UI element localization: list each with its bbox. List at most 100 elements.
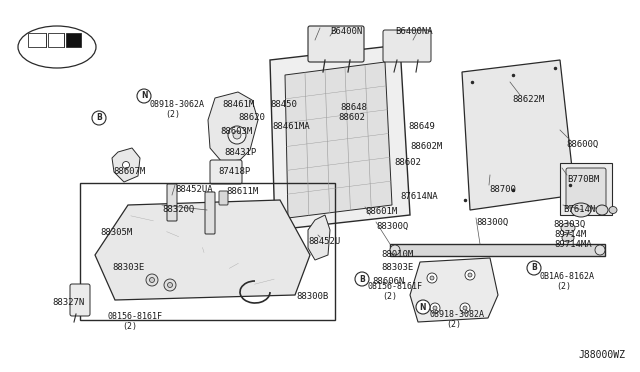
Text: 88303E: 88303E bbox=[381, 263, 413, 272]
FancyBboxPatch shape bbox=[560, 163, 612, 215]
Text: 88303Q: 88303Q bbox=[553, 220, 585, 229]
Ellipse shape bbox=[465, 270, 475, 280]
FancyBboxPatch shape bbox=[383, 30, 431, 62]
Text: 88452U: 88452U bbox=[308, 237, 340, 246]
Text: 88602: 88602 bbox=[394, 158, 421, 167]
Circle shape bbox=[416, 300, 430, 314]
Text: B7614N: B7614N bbox=[563, 205, 595, 214]
Text: 88606N: 88606N bbox=[372, 277, 404, 286]
Text: 0B1A6-8162A: 0B1A6-8162A bbox=[539, 272, 594, 281]
Circle shape bbox=[137, 89, 151, 103]
FancyBboxPatch shape bbox=[219, 191, 228, 205]
Text: 88700: 88700 bbox=[489, 185, 516, 194]
FancyBboxPatch shape bbox=[167, 184, 177, 221]
Text: 88611M: 88611M bbox=[226, 187, 259, 196]
Text: 88602M: 88602M bbox=[410, 142, 442, 151]
Text: 89714M: 89714M bbox=[554, 230, 586, 239]
Text: 08156-8161F: 08156-8161F bbox=[108, 312, 163, 321]
Ellipse shape bbox=[228, 126, 246, 144]
Text: B: B bbox=[531, 263, 537, 273]
Ellipse shape bbox=[433, 306, 437, 310]
Ellipse shape bbox=[164, 279, 176, 291]
Ellipse shape bbox=[18, 26, 96, 68]
Ellipse shape bbox=[609, 206, 617, 214]
Text: B6400N: B6400N bbox=[330, 27, 362, 36]
FancyBboxPatch shape bbox=[210, 160, 242, 184]
Text: 88622M: 88622M bbox=[512, 95, 544, 104]
Text: B: B bbox=[96, 113, 102, 122]
Polygon shape bbox=[462, 60, 575, 210]
Polygon shape bbox=[95, 200, 310, 300]
Text: 08918-3062A: 08918-3062A bbox=[149, 100, 204, 109]
Text: 88461M: 88461M bbox=[222, 100, 254, 109]
Ellipse shape bbox=[460, 303, 470, 313]
FancyBboxPatch shape bbox=[28, 33, 46, 47]
Text: 88305M: 88305M bbox=[100, 228, 132, 237]
Text: (2): (2) bbox=[165, 110, 180, 119]
Ellipse shape bbox=[595, 245, 605, 255]
Text: 08156-8161F: 08156-8161F bbox=[367, 282, 422, 291]
Text: 88649: 88649 bbox=[408, 122, 435, 131]
Circle shape bbox=[92, 111, 106, 125]
Text: 88300Q: 88300Q bbox=[476, 218, 508, 227]
Ellipse shape bbox=[122, 161, 129, 169]
Text: 87614NA: 87614NA bbox=[400, 192, 438, 201]
Ellipse shape bbox=[463, 306, 467, 310]
Text: 88320Q: 88320Q bbox=[162, 205, 195, 214]
Ellipse shape bbox=[596, 205, 608, 215]
Ellipse shape bbox=[430, 303, 440, 313]
FancyBboxPatch shape bbox=[566, 168, 606, 208]
Text: N: N bbox=[141, 92, 147, 100]
Polygon shape bbox=[270, 45, 410, 230]
Text: 88648: 88648 bbox=[340, 103, 367, 112]
Circle shape bbox=[355, 272, 369, 286]
Text: 88602: 88602 bbox=[338, 113, 365, 122]
Text: 88327N: 88327N bbox=[52, 298, 84, 307]
Ellipse shape bbox=[150, 278, 154, 282]
FancyBboxPatch shape bbox=[66, 33, 81, 47]
Polygon shape bbox=[308, 215, 330, 260]
Ellipse shape bbox=[430, 276, 434, 280]
Text: 87418P: 87418P bbox=[218, 167, 250, 176]
Text: 89714MA: 89714MA bbox=[554, 240, 591, 249]
Polygon shape bbox=[285, 62, 392, 218]
Text: N: N bbox=[420, 302, 426, 311]
FancyBboxPatch shape bbox=[390, 244, 605, 256]
Text: 08918-3082A: 08918-3082A bbox=[430, 310, 485, 319]
Text: 88461MA: 88461MA bbox=[272, 122, 310, 131]
Text: 88600Q: 88600Q bbox=[566, 140, 598, 149]
FancyBboxPatch shape bbox=[48, 33, 64, 47]
FancyBboxPatch shape bbox=[205, 192, 215, 234]
Ellipse shape bbox=[468, 273, 472, 277]
FancyBboxPatch shape bbox=[70, 284, 90, 316]
Ellipse shape bbox=[427, 273, 437, 283]
Text: (2): (2) bbox=[556, 282, 571, 291]
Text: 88607M: 88607M bbox=[113, 167, 145, 176]
Text: 88620: 88620 bbox=[238, 113, 265, 122]
Ellipse shape bbox=[562, 234, 574, 242]
Text: (2): (2) bbox=[122, 322, 137, 331]
Polygon shape bbox=[410, 258, 498, 322]
Text: 88010M: 88010M bbox=[381, 250, 413, 259]
Ellipse shape bbox=[168, 282, 173, 288]
Ellipse shape bbox=[561, 223, 575, 233]
Text: 88300Q: 88300Q bbox=[376, 222, 408, 231]
Ellipse shape bbox=[233, 131, 241, 139]
Text: 88303E: 88303E bbox=[112, 263, 144, 272]
Text: J88000WZ: J88000WZ bbox=[578, 350, 625, 360]
FancyBboxPatch shape bbox=[308, 26, 364, 62]
Circle shape bbox=[527, 261, 541, 275]
Text: (2): (2) bbox=[382, 292, 397, 301]
Text: 88601M: 88601M bbox=[365, 207, 397, 216]
Text: 88603M: 88603M bbox=[220, 127, 252, 136]
Text: B6400NA: B6400NA bbox=[395, 27, 433, 36]
Polygon shape bbox=[112, 148, 140, 182]
Text: 88431P: 88431P bbox=[224, 148, 256, 157]
Ellipse shape bbox=[146, 274, 158, 286]
Text: (2): (2) bbox=[446, 320, 461, 329]
Text: B: B bbox=[359, 275, 365, 283]
Polygon shape bbox=[208, 92, 258, 162]
Text: B770BM: B770BM bbox=[567, 175, 599, 184]
Text: 88450: 88450 bbox=[270, 100, 297, 109]
Text: 88300B: 88300B bbox=[296, 292, 328, 301]
